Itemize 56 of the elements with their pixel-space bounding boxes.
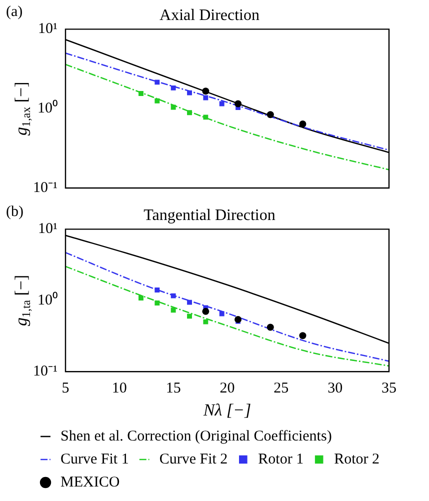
- line-series: [65, 64, 389, 170]
- point: [203, 114, 208, 120]
- chart-title: Axial Direction: [160, 6, 260, 24]
- point: [234, 316, 242, 323]
- legend-label: Rotor 2: [334, 451, 380, 468]
- x-tick-label: 35: [382, 380, 396, 397]
- line-series: [65, 266, 389, 367]
- y-tick-label: 10⁻¹: [32, 180, 58, 196]
- y-tick-label: 10¹: [38, 21, 58, 38]
- point: [154, 288, 160, 292]
- y-tick-label: 10⁰: [37, 291, 58, 308]
- point: [138, 296, 144, 300]
- x-tick-label: 15: [166, 380, 181, 397]
- y-axis-title: g1,ax [−]: [11, 82, 34, 136]
- point: [299, 120, 306, 128]
- y-tick-label: 10¹: [38, 221, 58, 238]
- legend-label: Rotor 1: [258, 451, 304, 468]
- point: [219, 101, 224, 106]
- point: [154, 98, 160, 104]
- point: [266, 324, 274, 331]
- x-tick-label: 5: [62, 380, 70, 397]
- point: [170, 293, 176, 298]
- legend-label: Curve Fit 2: [159, 451, 228, 468]
- point: [187, 90, 192, 96]
- text: (a): [6, 4, 23, 20]
- point: [202, 308, 210, 315]
- point: [203, 319, 208, 324]
- y-tick-label: 10⁻¹: [32, 364, 58, 380]
- point: [170, 85, 176, 90]
- point: [202, 88, 210, 95]
- point: [299, 332, 306, 340]
- y-tick-label: 10⁰: [37, 100, 58, 117]
- legend-label: MEXICO: [60, 474, 120, 490]
- text: (b): [6, 204, 24, 220]
- chart-title: Tangential Direction: [144, 206, 276, 224]
- point: [219, 311, 224, 316]
- point: [203, 95, 208, 100]
- point: [234, 100, 242, 108]
- point: [170, 308, 176, 313]
- x-tick-label: 10: [112, 380, 127, 397]
- point: [187, 314, 192, 319]
- point: [266, 111, 274, 118]
- point: [154, 80, 160, 85]
- x-tick-label: 25: [274, 380, 289, 397]
- point: [170, 104, 176, 110]
- x-axis-title: Nλ [−]: [202, 400, 252, 420]
- point: [187, 110, 192, 116]
- x-tick-label: 20: [220, 380, 235, 397]
- legend-label: Curve Fit 1: [60, 451, 129, 468]
- legend-label: Shen et al. Correction (Original Coefficients): [60, 428, 332, 444]
- x-tick-label: 30: [328, 380, 343, 397]
- y-axis-title: g1,ta [−]: [11, 274, 34, 326]
- point: [138, 91, 144, 96]
- point: [187, 300, 192, 305]
- line-series: [65, 252, 389, 362]
- point: [154, 300, 160, 306]
